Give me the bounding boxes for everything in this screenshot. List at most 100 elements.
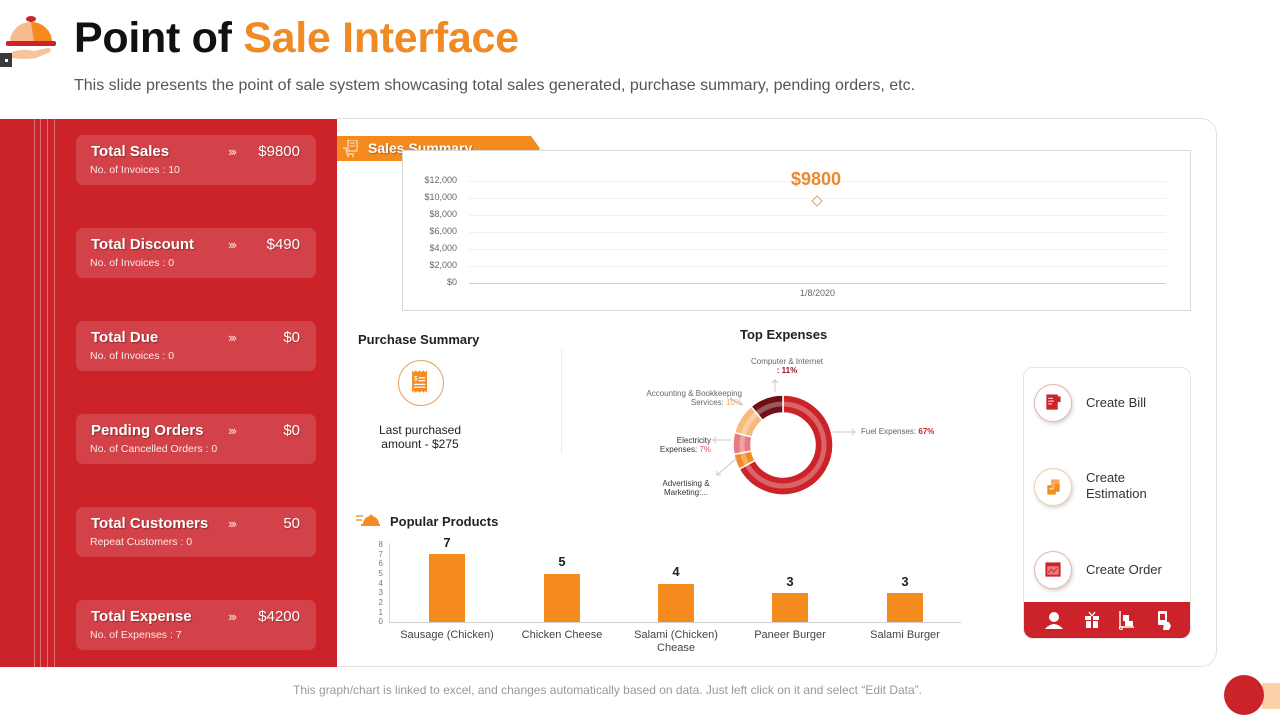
label-pct: : 11% — [776, 366, 798, 375]
label-pct: 67% — [918, 427, 935, 436]
label-text: Advertising & — [662, 479, 710, 488]
y-tick: 7 — [378, 550, 383, 559]
purchase-summary-title: Purchase Summary — [358, 332, 480, 347]
decorative-stripe — [54, 119, 55, 667]
bill-icon — [1046, 394, 1061, 410]
label-text: Services: — [690, 398, 726, 407]
decorative-stripe — [47, 119, 48, 667]
y-tick: 0 — [378, 617, 383, 626]
purchase-icon-circle: $ — [398, 360, 444, 406]
y-tick: 6 — [378, 559, 383, 568]
y-tick: 8 — [378, 540, 383, 549]
bar-value: 3 — [786, 574, 794, 589]
quick-actions-panel: Create Bill Create Estimation — [1023, 367, 1191, 639]
stat-sub: Repeat Customers : 0 — [90, 536, 193, 548]
gift-icon[interactable] — [1082, 610, 1102, 630]
y-tick: $12,000 — [424, 175, 457, 185]
data-point-label: $9800 — [791, 169, 842, 189]
stat-card-total-due[interactable]: Total Due No. of Invoices : 0 ››› $0 — [76, 321, 316, 371]
action-label: Create Bill — [1086, 395, 1146, 410]
label-computer-internet: Computer & Internet : 11% — [742, 357, 832, 375]
stat-card-total-customers[interactable]: Total Customers Repeat Customers : 0 ›››… — [76, 507, 316, 557]
stat-card-total-sales[interactable]: Total Sales No. of Invoices : 10 ››› $98… — [76, 135, 316, 185]
action-label-line1: Create — [1086, 470, 1126, 485]
label-accounting: Accounting & Bookkeeping Services: 10% — [640, 389, 742, 407]
stat-label: Total Discount — [91, 236, 195, 253]
gridline — [469, 232, 1166, 233]
gridline — [469, 249, 1166, 250]
create-order-button[interactable]: Create Order — [1034, 551, 1184, 591]
y-tick: 2 — [378, 598, 383, 607]
stat-card-total-discount[interactable]: Total Discount No. of Invoices : 0 ››› $… — [76, 228, 316, 278]
stat-label: Total Due — [91, 329, 159, 346]
stat-sub: No. of Cancelled Orders : 0 — [90, 443, 218, 455]
receipt-dollar-icon: $ — [412, 370, 428, 393]
stat-value: $4200 — [258, 608, 300, 625]
bar-value: 3 — [901, 574, 909, 589]
label-pct: 7% — [699, 445, 711, 454]
footer-note: This graph/chart is linked to excel, and… — [293, 683, 922, 697]
order-browser-icon — [1045, 562, 1061, 577]
stat-value: $0 — [283, 329, 300, 346]
bar-value: 7 — [443, 535, 451, 550]
shopping-cart-receipt-icon — [343, 140, 358, 157]
x-axis — [389, 622, 961, 623]
bar-category: Paneer Burger — [754, 629, 826, 641]
create-estimation-button[interactable]: Create Estimation — [1034, 468, 1184, 508]
stat-value: $9800 — [258, 143, 300, 160]
stat-card-pending-orders[interactable]: Pending Orders No. of Cancelled Orders :… — [76, 414, 316, 464]
food-cloche-icon — [6, 16, 56, 59]
top-expenses-donut-chart[interactable] — [640, 350, 940, 510]
label-text: Marketing:... — [663, 488, 708, 497]
decorative-stripe — [40, 119, 41, 667]
action-label: Create Order — [1086, 562, 1162, 577]
bar-paneer-burger[interactable] — [772, 593, 808, 622]
bar-value: 4 — [672, 564, 680, 579]
divider — [561, 350, 562, 454]
bar-category: Chicken Cheese — [521, 629, 603, 641]
action-icon-circle — [1034, 551, 1072, 589]
label-electricity: Electricity Expenses: 7% — [640, 436, 711, 454]
y-tick: $10,000 — [424, 192, 457, 202]
stats-panel: Total Sales No. of Invoices : 10 ››› $98… — [0, 119, 337, 667]
triple-chevron-icon: ››› — [228, 330, 237, 345]
stat-label: Total Customers — [91, 515, 209, 532]
footer-decoration-circle — [1224, 675, 1264, 715]
stat-sub: No. of Invoices : 0 — [90, 350, 175, 362]
popular-products-title: Popular Products — [390, 514, 499, 529]
y-tick: $8,000 — [429, 209, 457, 219]
sales-summary-chart[interactable]: $12,000 $10,000 $8,000 $6,000 $4,000 $2,… — [402, 150, 1191, 311]
y-tick: $2,000 — [429, 260, 457, 270]
label-pct: 10% — [725, 398, 742, 407]
triple-chevron-icon: ››› — [228, 144, 237, 159]
bar-category: Salami Burger — [870, 629, 940, 641]
y-tick: 1 — [378, 608, 383, 617]
label-text: Expenses: — [659, 445, 700, 454]
hand-truck-icon[interactable] — [1117, 610, 1137, 630]
gridline — [469, 215, 1166, 216]
gridline — [469, 181, 1166, 182]
create-bill-button[interactable]: Create Bill — [1034, 384, 1184, 424]
bar-salami-burger[interactable] — [887, 593, 923, 622]
title-accent: Sale Interface — [243, 14, 519, 62]
triple-chevron-icon: ››› — [228, 423, 237, 438]
triple-chevron-icon: ››› — [228, 609, 237, 624]
mobile-payment-icon[interactable] — [1154, 610, 1174, 630]
stat-card-total-expense[interactable]: Total Expense No. of Expenses : 7 ››› $4… — [76, 600, 316, 650]
bar-salami-chicken-chease[interactable] — [658, 584, 694, 622]
bar-category: Sausage (Chicken) — [400, 629, 494, 641]
slide-marker — [0, 53, 12, 67]
user-icon[interactable] — [1044, 610, 1064, 630]
action-icon-circle — [1034, 468, 1072, 506]
bar-chicken-cheese[interactable] — [544, 574, 580, 622]
decorative-stripe — [34, 119, 35, 667]
bar-sausage-chicken[interactable] — [429, 554, 465, 622]
label-fuel: Fuel Expenses: 67% — [861, 427, 951, 436]
action-icon-circle — [1034, 384, 1072, 422]
action-label: Create Estimation — [1086, 470, 1147, 502]
x-tick: 1/8/2020 — [800, 288, 836, 298]
popular-products-bar-chart[interactable]: 8 7 6 5 4 3 2 1 0 7 Sausage (Chicken) 5 … — [370, 535, 970, 658]
x-axis — [469, 283, 1166, 284]
triple-chevron-icon: ››› — [228, 516, 237, 531]
